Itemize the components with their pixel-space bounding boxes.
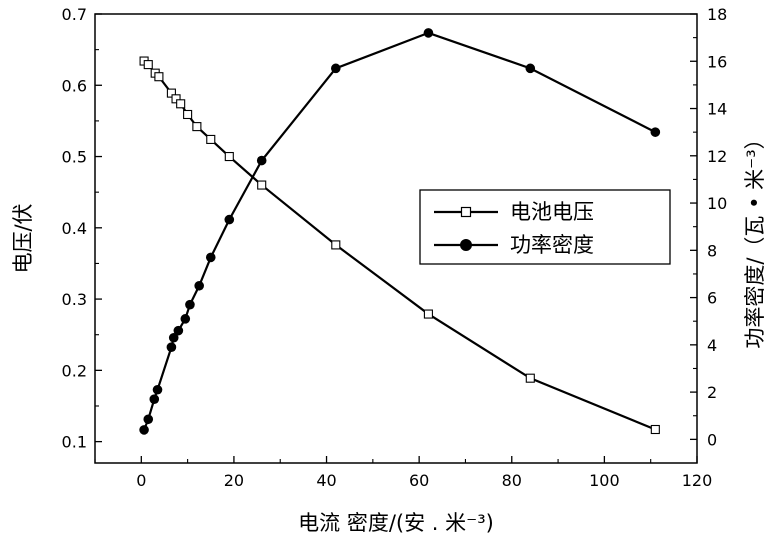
- voltage-point: [193, 123, 201, 131]
- right-y-tick-label: 16: [707, 52, 727, 71]
- x-tick-label: 80: [502, 471, 522, 490]
- x-tick-label: 60: [409, 471, 429, 490]
- power-density-point: [153, 385, 163, 395]
- voltage-point: [184, 110, 192, 118]
- x-axis-title: 电流 密度/(安 . 米⁻³): [298, 511, 494, 535]
- left-y-tick-label: 0.1: [62, 433, 87, 452]
- power-density-point: [651, 127, 661, 137]
- legend-marker-power-density: [461, 240, 472, 251]
- right-y-tick-label: 18: [707, 5, 727, 24]
- power-density-point: [424, 28, 434, 38]
- right-y-tick-label: 8: [707, 241, 717, 260]
- power-density-point: [181, 314, 191, 324]
- power-density-point: [331, 64, 341, 74]
- voltage-point: [651, 426, 659, 434]
- legend: 电池电压 功率密度: [420, 190, 670, 264]
- x-tick-label: 0: [136, 471, 146, 490]
- voltage-point: [424, 310, 432, 318]
- x-tick-label: 100: [589, 471, 620, 490]
- power-density-point: [185, 300, 195, 310]
- voltage-point: [225, 153, 233, 161]
- voltage-point: [144, 61, 152, 69]
- legend-marker-voltage: [462, 208, 471, 217]
- power-density-point: [194, 281, 204, 291]
- right-y-tick-label: 14: [707, 100, 727, 119]
- right-y-axis-title: 功率密度/（瓦 • 米⁻³）: [743, 128, 767, 348]
- x-tick-label: 120: [682, 471, 713, 490]
- right-y-tick-label: 0: [707, 430, 717, 449]
- power-density-point: [257, 156, 267, 166]
- legend-label-power-density: 功率密度: [510, 233, 594, 257]
- voltage-point: [207, 135, 215, 143]
- x-tick-label: 40: [316, 471, 336, 490]
- left-y-tick-label: 0.5: [62, 148, 87, 167]
- voltage-point: [177, 100, 185, 108]
- power-density-point: [174, 326, 184, 336]
- left-y-tick-label: 0.2: [62, 361, 87, 380]
- power-density-point: [525, 64, 535, 74]
- right-y-tick-label: 4: [707, 336, 717, 355]
- voltage-point: [332, 241, 340, 249]
- power-density-point: [167, 342, 177, 352]
- left-y-tick-label: 0.4: [62, 219, 87, 238]
- left-y-tick-label: 0.7: [62, 5, 87, 24]
- power-density-point: [139, 425, 149, 435]
- power-density-point: [143, 414, 153, 424]
- power-density-point: [149, 394, 159, 404]
- right-y-tick-label: 2: [707, 383, 717, 402]
- right-y-tick-label: 6: [707, 289, 717, 308]
- voltage-point: [155, 73, 163, 81]
- right-y-tick-label: 12: [707, 147, 727, 166]
- voltage-point: [258, 181, 266, 189]
- x-tick-label: 20: [224, 471, 244, 490]
- legend-label-voltage: 电池电压: [510, 200, 594, 224]
- power-density-point: [224, 215, 234, 225]
- voltage-point: [526, 374, 534, 382]
- left-y-tick-label: 0.6: [62, 76, 87, 95]
- left-y-axis-title: 电压/伏: [11, 203, 35, 273]
- power-density-point: [206, 253, 216, 263]
- right-y-tick-label: 10: [707, 194, 727, 213]
- left-y-tick-label: 0.3: [62, 290, 87, 309]
